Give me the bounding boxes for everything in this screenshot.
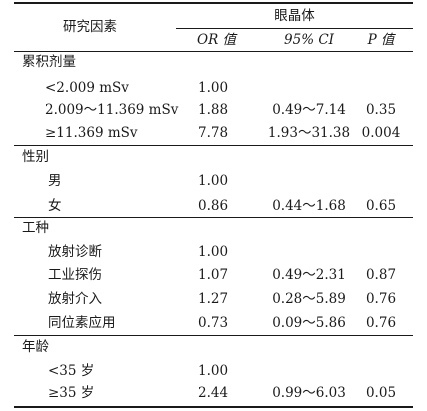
row-label: 男 <box>48 173 62 189</box>
or-value: 0.86 <box>198 198 229 214</box>
p-value: 0.87 <box>365 267 397 283</box>
or-value: 1.00 <box>198 80 229 96</box>
row-label: 同位素应用 <box>48 315 116 331</box>
table-top-rule <box>14 2 413 4</box>
ci-value: 0.49～2.31 <box>272 267 346 283</box>
header-bottom-rule <box>14 51 413 52</box>
row-label: 2.009～11.369 mSv <box>45 102 179 118</box>
p-value: 0.004 <box>361 125 401 141</box>
row-label: ≥35 岁 <box>48 385 95 401</box>
p-value: 0.05 <box>365 385 397 401</box>
row-label: ≥11.369 mSv <box>45 125 138 141</box>
or-value: 0.73 <box>198 315 229 331</box>
p-value: 0.76 <box>365 315 397 331</box>
ci-value: 1.93～31.38 <box>267 125 351 141</box>
or-value: 1.00 <box>198 173 229 189</box>
or-value: 1.00 <box>198 363 229 379</box>
or-value: 1.07 <box>198 267 229 283</box>
header-ci: 95% CI <box>284 32 334 48</box>
or-value: 2.44 <box>198 385 229 401</box>
or-value: 1.88 <box>198 102 229 118</box>
p-value: 0.35 <box>365 102 397 118</box>
row-label: <35 岁 <box>48 363 95 379</box>
row-label: 放射介入 <box>48 291 102 307</box>
ci-value: 0.09～5.86 <box>272 315 346 331</box>
or-value: 1.27 <box>198 291 229 307</box>
group-title: 工种 <box>22 220 49 236</box>
group-divider <box>14 335 413 336</box>
group-title: 累积剂量 <box>22 54 76 70</box>
or-value: 1.00 <box>198 244 229 260</box>
header-factor: 研究因素 <box>63 19 117 35</box>
ci-value: 0.44～1.68 <box>272 198 346 214</box>
p-value: 0.76 <box>365 291 397 307</box>
table-bottom-rule <box>14 406 413 408</box>
header-or: OR 值 <box>197 32 237 48</box>
row-label: 工业探伤 <box>48 267 102 283</box>
row-label: 女 <box>48 198 62 214</box>
row-label: <2.009 mSv <box>45 80 129 96</box>
or-value: 7.78 <box>198 125 229 141</box>
p-value: 0.65 <box>365 198 397 214</box>
header-sub-rule <box>176 28 413 29</box>
ci-value: 0.99～6.03 <box>272 385 346 401</box>
group-title: 年龄 <box>22 339 49 355</box>
row-label: 放射诊断 <box>48 244 102 260</box>
header-p: P 值 <box>367 32 395 48</box>
ci-value: 0.49～7.14 <box>272 102 346 118</box>
ci-value: 0.28～5.89 <box>272 291 346 307</box>
group-divider <box>14 145 413 146</box>
header-group-label: 眼晶体 <box>274 8 315 24</box>
group-divider <box>14 217 413 218</box>
group-title: 性别 <box>22 149 49 165</box>
